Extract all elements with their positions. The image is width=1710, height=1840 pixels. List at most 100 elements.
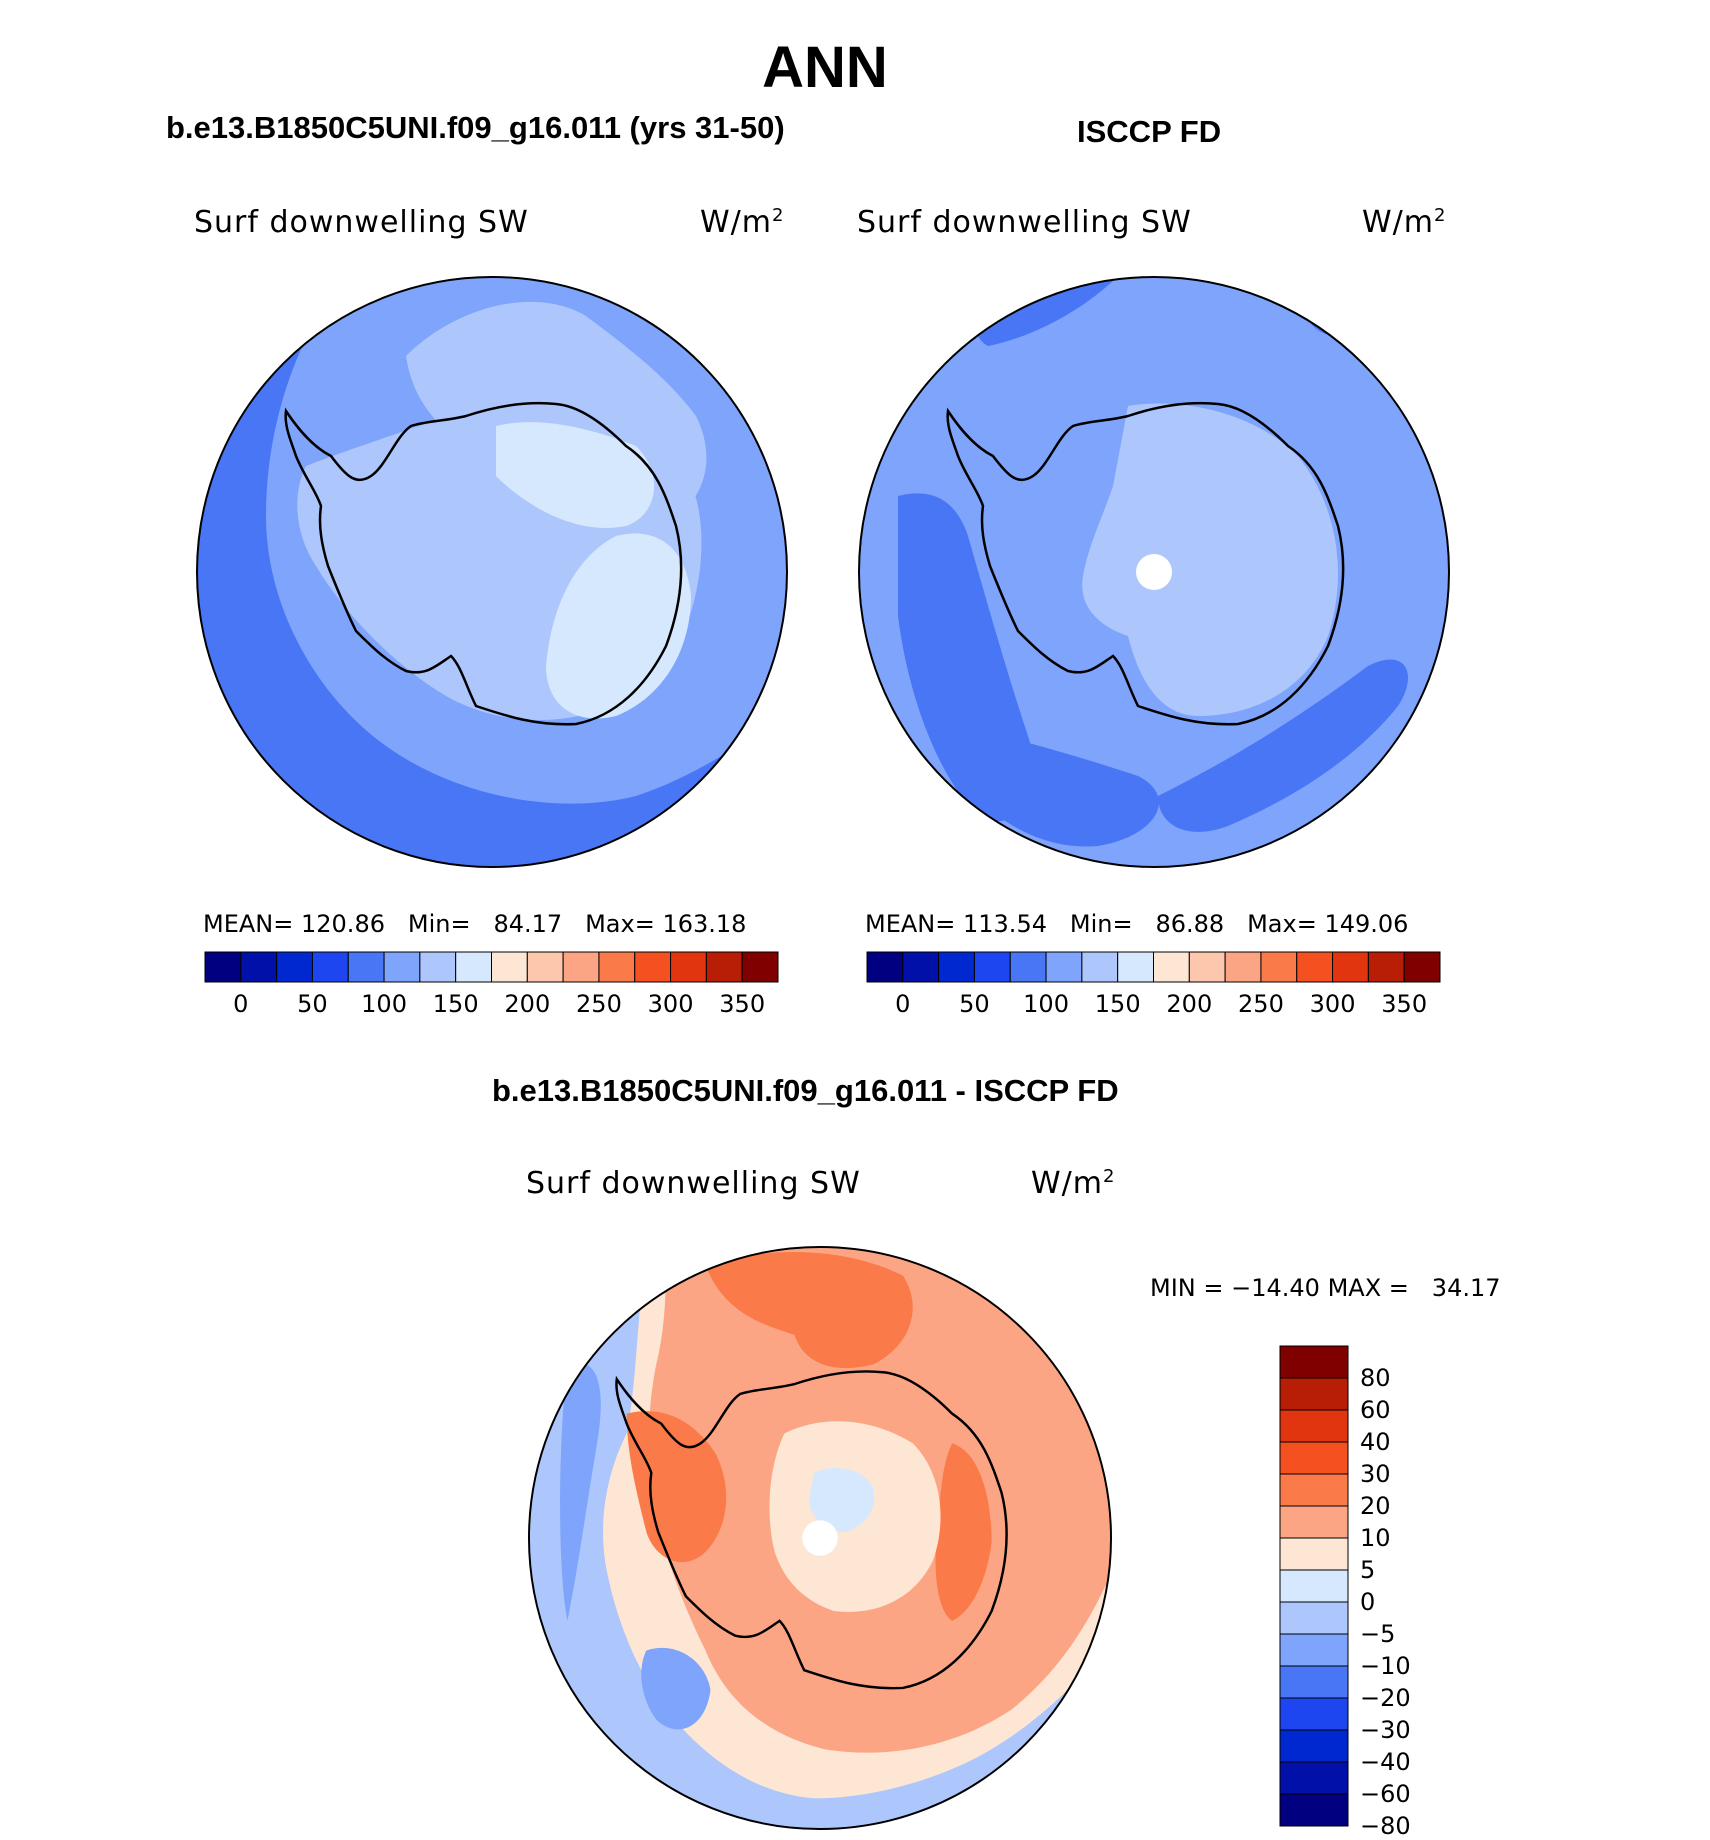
diff-stats: MIN = −14.40 MAX = 34.17 (1150, 1274, 1501, 1302)
diff-colorbar-tick-label: 5 (1360, 1556, 1376, 1584)
diff-colorbar-tick-label: −5 (1360, 1620, 1396, 1648)
obs-colorbar-swatch (1045, 951, 1083, 983)
obs-colorbar-tick-label: 350 (1381, 990, 1428, 1018)
model-units-label: W/m2 (700, 205, 785, 240)
diff-pole-hole (802, 1520, 838, 1556)
diff-colorbar-swatch (1279, 1537, 1349, 1571)
obs-units-label: W/m2 (1362, 205, 1447, 240)
obs-colorbar-swatch (1117, 951, 1154, 983)
diff-colorbar-tick-label: −60 (1360, 1780, 1411, 1808)
model-interior-lightest-1 (496, 422, 655, 528)
diff-map (528, 1246, 1112, 1830)
obs-colorbar-swatch (1367, 951, 1405, 983)
model-map (196, 276, 788, 868)
diff-colorbar-tick-label: −80 (1360, 1812, 1411, 1840)
obs-colorbar-swatch (866, 951, 904, 983)
obs-interior-light (1082, 403, 1338, 716)
diff-colorbar-swatch (1279, 1665, 1349, 1699)
obs-variable-label: Surf downwelling SW (857, 205, 1192, 240)
model-colorbar-swatch (276, 951, 313, 983)
model-colorbar (204, 951, 779, 983)
model-colorbar-swatch (347, 951, 385, 983)
obs-colorbar-tick-label: 100 (1023, 990, 1069, 1018)
diff-colorbar-tick-label: −20 (1360, 1684, 1411, 1712)
diff-colorbar-swatch (1279, 1729, 1349, 1763)
obs-antarctica-coastline (946, 401, 1345, 726)
model-colorbar-swatch (204, 951, 242, 983)
model-colorbar-swatch (491, 951, 528, 983)
diff-negative-south (641, 1647, 711, 1730)
obs-colorbar-swatch (1188, 951, 1226, 983)
diff-colorbar-ticks: 80 60 40 30 20 10 5 0 −5 −10 −20 −30 −40 −60 −80 (1360, 1346, 1480, 1840)
diff-near-zero-nw (528, 1246, 657, 1318)
model-interior-lightest-2 (546, 533, 691, 719)
diff-antarctica-coastline (615, 1370, 1008, 1690)
figure-title: ANN (762, 35, 888, 100)
obs-dark-band-south (958, 726, 1159, 847)
diff-colorbar-tick-label: 20 (1360, 1492, 1391, 1520)
model-map-border (196, 276, 788, 868)
model-colorbar-swatch (240, 951, 278, 983)
diff-colorbar-tick-label: 10 (1360, 1524, 1391, 1552)
diff-colorbar-tick-label: −10 (1360, 1652, 1411, 1680)
obs-colorbar-swatch (1403, 951, 1441, 983)
diff-20-to-30-peninsula (626, 1411, 727, 1563)
obs-colorbar-swatch (1260, 951, 1298, 983)
obs-colorbar-swatch (1332, 951, 1369, 983)
diff-colorbar-tick-label: −30 (1360, 1716, 1411, 1744)
obs-colorbar-ticks: 0 50 100 150 200 250 300 350 (867, 990, 1440, 1020)
model-colorbar-swatch (741, 951, 779, 983)
model-stats: MEAN= 120.86 Min= 84.17 Max= 163.18 (203, 910, 747, 938)
obs-colorbar-swatch (1296, 951, 1334, 983)
diff-colorbar-swatch (1279, 1793, 1349, 1827)
obs-colorbar-tick-label: 250 (1238, 990, 1284, 1018)
diff-panel-title: b.e13.B1850C5UNI.f09_g16.011 - ISCCP FD (492, 1073, 1119, 1108)
obs-colorbar-tick-label: 50 (959, 990, 990, 1018)
diff-colorbar-swatch (1279, 1473, 1349, 1507)
model-colorbar-swatch (634, 951, 672, 983)
model-colorbar-swatch (419, 951, 457, 983)
obs-map (858, 276, 1450, 868)
obs-panel-title: ISCCP FD (1077, 114, 1222, 149)
model-colorbar-swatch (311, 951, 349, 983)
obs-colorbar-tick-label: 300 (1309, 990, 1356, 1018)
model-colorbar-tick-label: 50 (297, 990, 328, 1018)
model-colorbar-swatch (598, 951, 636, 983)
diff-colorbar-swatch (1279, 1409, 1349, 1443)
obs-colorbar-swatch (902, 951, 940, 983)
diff-colorbar-tick-label: 30 (1360, 1460, 1391, 1488)
model-colorbar-tick-label: 350 (719, 990, 766, 1018)
obs-pole-hole (1136, 554, 1172, 590)
diff-colorbar-swatch (1279, 1345, 1349, 1379)
diff-interior-near-zero (809, 1467, 875, 1533)
model-colorbar-swatch (670, 951, 707, 983)
diff-20-to-30-east (935, 1443, 992, 1621)
diff-colorbar-swatch (1279, 1441, 1349, 1475)
model-colorbar-swatch (562, 951, 600, 983)
diff-map-border (528, 1246, 1112, 1830)
diff-colorbar-swatch (1279, 1569, 1349, 1603)
obs-colorbar-tick-label: 0 (895, 990, 911, 1018)
model-panel-title: b.e13.B1850C5UNI.f09_g16.011 (yrs 31-50) (166, 110, 785, 145)
diff-colorbar-tick-label: 60 (1360, 1396, 1391, 1424)
obs-colorbar-tick-label: 150 (1094, 990, 1141, 1018)
model-colorbar-swatch (705, 951, 743, 983)
diff-colorbar-tick-label: 40 (1360, 1428, 1391, 1456)
model-colorbar-tick-label: 200 (504, 990, 551, 1018)
diff-colorbar-swatch (1279, 1377, 1349, 1411)
diff-colorbar-tick-label: 80 (1360, 1364, 1391, 1392)
diff-colorbar-swatch (1279, 1505, 1349, 1539)
model-colorbar-tick-label: 150 (432, 990, 479, 1018)
model-variable-label: Surf downwelling SW (194, 205, 529, 240)
model-colorbar-swatch (383, 951, 421, 983)
diff-negative-west (560, 1362, 601, 1621)
diff-colorbar-swatch (1279, 1697, 1349, 1731)
diff-colorbar (1279, 1345, 1349, 1827)
obs-colorbar-swatch (1153, 951, 1190, 983)
model-colorbar-tick-label: 100 (361, 990, 407, 1018)
model-colorbar-ticks: 0 50 100 150 200 250 300 350 (205, 990, 778, 1020)
model-colorbar-swatch (526, 951, 564, 983)
obs-colorbar-swatch (938, 951, 975, 983)
obs-stats: MEAN= 113.54 Min= 86.88 Max= 149.06 (865, 910, 1409, 938)
model-colorbar-swatch (455, 951, 492, 983)
